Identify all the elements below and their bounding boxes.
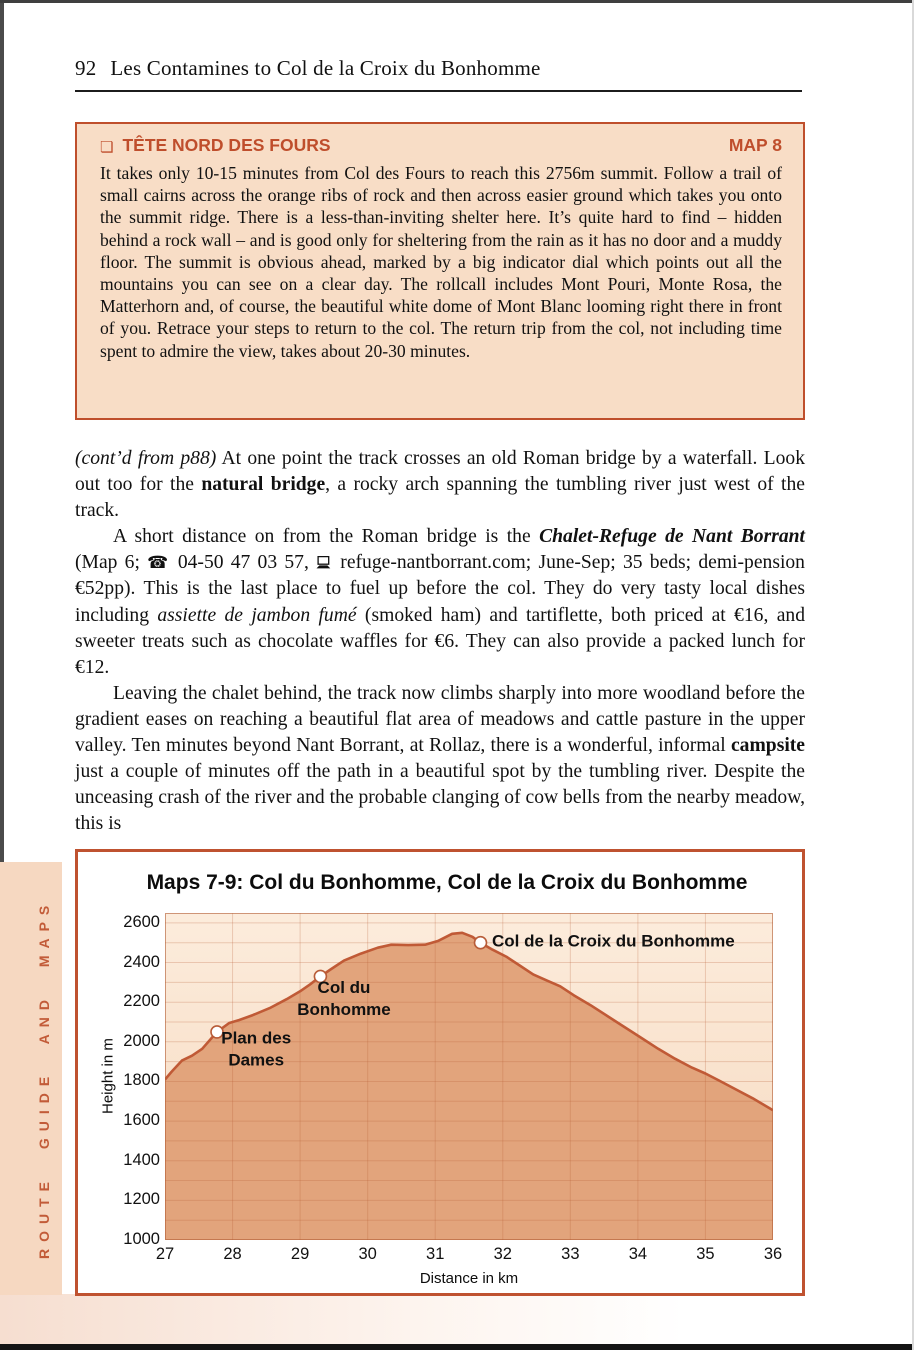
text-segment: (Map 6;: [75, 552, 148, 574]
body-paragraph: (cont’d from p88) At one point the track…: [75, 446, 805, 524]
sidebar-tab-label: ROUTE GUIDE AND MAPS: [36, 898, 52, 1259]
info-box-title: TÊTE NORD DES FOURS: [122, 135, 331, 155]
route-point-marker: [313, 969, 328, 984]
elevation-profile-svg: Plan des Dames Col du Bonhomme Col de la Cro…: [164, 913, 774, 1240]
x-tick: 34: [628, 1245, 648, 1263]
text-segment: (smoked ham) and tartiflette, both price…: [75, 604, 805, 678]
route-point-label: Col du: [318, 978, 371, 997]
route-point-label: Plan des: [221, 1028, 291, 1047]
x-tick: 30: [358, 1245, 377, 1263]
text-segment: A short distance on from the Roman bridg…: [113, 526, 540, 548]
page-bottom-shading: [0, 1294, 914, 1344]
box-marker-icon: ❏: [100, 138, 114, 156]
text-segment: campsite: [730, 735, 805, 757]
page-title: Les Contamines to Col de la Croix du Bon…: [110, 56, 541, 80]
x-tick: 27: [155, 1245, 175, 1263]
y-tick: 2600: [123, 912, 160, 931]
y-tick: 2400: [123, 952, 160, 971]
route-point-marker: [210, 1025, 224, 1039]
y-tick: 1200: [123, 1190, 160, 1209]
route-point-label: Col de la Croix du Bonhomme: [492, 932, 735, 951]
x-tick: 35: [696, 1245, 715, 1263]
y-tick: 1600: [123, 1111, 160, 1130]
x-tick: 31: [426, 1245, 445, 1263]
y-axis-ticks: 1000 1200 1400 1600 1800 2000 2200 2400 2600: [114, 912, 160, 1248]
text-segment: At one point the track crosses an old Ro…: [75, 448, 805, 496]
route-point-label: Bonhomme: [297, 1000, 391, 1019]
x-tick: 32: [493, 1245, 512, 1263]
page-edge-top: [0, 0, 914, 3]
x-tick: 36: [763, 1245, 783, 1263]
text-segment: natural bridge: [201, 474, 326, 496]
text-segment: Chalet-Refuge de Nant Borrant: [539, 526, 805, 548]
text-segment: refuge-nantborrant.com; June-Sep; 35 bed…: [75, 552, 805, 626]
chart-title: Maps 7-9: Col du Bonhomme, Col de la Cro…: [146, 871, 748, 894]
body-paragraph: A short distance on from the Roman bridg…: [75, 524, 805, 681]
page-number: 92: [75, 56, 97, 80]
route-point-label: Dames: [228, 1051, 284, 1070]
x-tick: 28: [223, 1245, 242, 1263]
header-rule: [75, 90, 802, 92]
body-text: (cont’d from p88) At one point the track…: [75, 446, 805, 837]
elevation-chart: Plan des Dames Col du Bonhomme Col de la Cro…: [164, 913, 774, 1240]
y-tick: 2200: [123, 992, 160, 1011]
text-segment: just a couple of minutes off the path in…: [75, 761, 805, 835]
info-box: ❏ TÊTE NORD DES FOURS MAP 8 It takes onl…: [75, 122, 805, 420]
page-edge-left: [0, 0, 4, 1350]
x-tick: 33: [561, 1245, 580, 1263]
sidebar-tab: ROUTE GUIDE AND MAPS: [0, 862, 62, 1295]
chart-card: Maps 7-9: Col du Bonhomme, Col de la Cro…: [75, 849, 805, 1296]
text-segment: Leaving the chalet behind, the track now…: [75, 682, 805, 757]
page-header: 92 Les Contamines to Col de la Croix du B…: [75, 56, 805, 81]
y-tick: 1400: [123, 1150, 160, 1169]
text-segment: assiette de jambon fumé: [157, 604, 357, 626]
map-reference-badge: MAP 8: [728, 135, 782, 155]
route-point-marker: [473, 935, 488, 950]
text-segment: , a rocky arch spanning the tumbling riv…: [75, 474, 805, 522]
text-segment: 04-50 47 03 57,: [170, 552, 317, 574]
website-icon: [316, 553, 333, 573]
y-tick: 2000: [123, 1031, 160, 1050]
info-box-titlebar: ❏ TÊTE NORD DES FOURS MAP 8: [100, 135, 782, 156]
info-box-body: It takes only 10-15 minutes from Col des…: [100, 163, 782, 361]
text-segment: (cont’d from p88): [75, 448, 217, 469]
body-paragraph: Leaving the chalet behind, the track now…: [75, 681, 805, 838]
page-edge-right: [912, 0, 914, 1350]
y-tick: 1000: [123, 1230, 160, 1248]
y-tick: 1800: [123, 1071, 160, 1090]
x-tick: 29: [290, 1245, 310, 1263]
page-edge-bottom: [0, 1344, 914, 1350]
x-axis-title: Distance in km: [419, 1270, 519, 1287]
x-axis-ticks: 27 28 29 30 31 32 33 34 35 36: [156, 1245, 782, 1267]
phone-icon: ☎: [147, 553, 171, 574]
